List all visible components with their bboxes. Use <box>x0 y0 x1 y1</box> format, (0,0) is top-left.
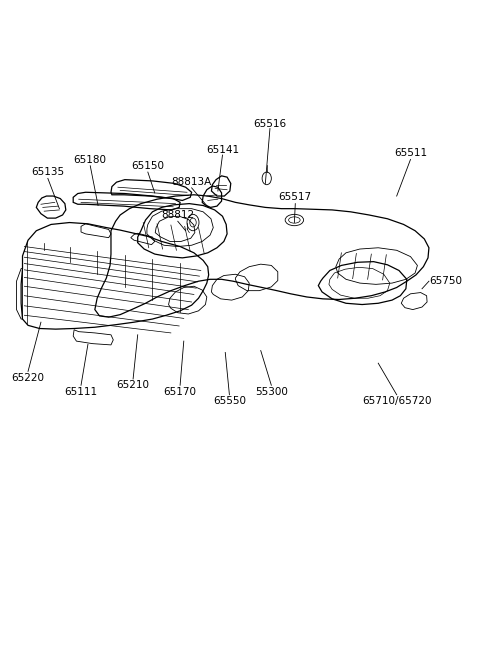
Text: 65511: 65511 <box>394 148 427 158</box>
Text: 55300: 55300 <box>255 386 288 397</box>
Text: 65170: 65170 <box>164 386 197 397</box>
Text: 65210: 65210 <box>117 380 150 390</box>
Text: 88813A: 88813A <box>171 177 212 187</box>
Text: 88812: 88812 <box>161 210 194 220</box>
Text: 65220: 65220 <box>12 373 45 382</box>
Text: 65150: 65150 <box>132 161 164 171</box>
Text: 65180: 65180 <box>74 154 107 164</box>
Text: 65550: 65550 <box>213 396 246 406</box>
Text: 65516: 65516 <box>253 118 287 129</box>
Text: 65135: 65135 <box>31 167 64 177</box>
Text: 65517: 65517 <box>279 193 312 202</box>
Text: 65710/65720: 65710/65720 <box>362 396 432 406</box>
Text: 65141: 65141 <box>206 145 239 155</box>
Text: 65111: 65111 <box>64 386 97 397</box>
Text: 65750: 65750 <box>429 276 462 286</box>
